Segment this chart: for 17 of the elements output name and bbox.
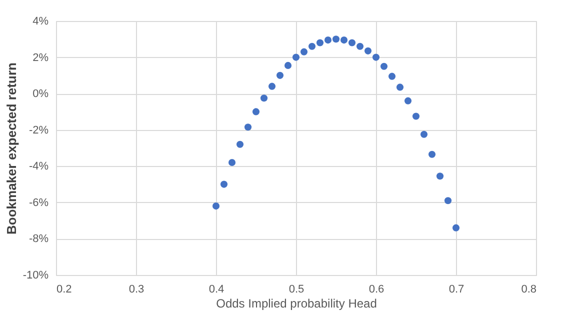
y-tick-label: -8% bbox=[28, 233, 49, 246]
y-tick-label: -4% bbox=[28, 160, 49, 173]
y-tick-label: -6% bbox=[28, 196, 49, 209]
x-axis-title: Odds Implied probability Head bbox=[216, 296, 377, 310]
x-tick-label: 0.6 bbox=[368, 284, 384, 296]
x-tick-label: 0.3 bbox=[128, 284, 144, 296]
x-tick-label: 0.8 bbox=[521, 284, 536, 296]
y-tick-label: 2% bbox=[32, 52, 49, 64]
x-tick-label: 0.4 bbox=[208, 284, 224, 296]
y-tick-label: -2% bbox=[28, 124, 49, 136]
x-tick-label: 0.2 bbox=[56, 284, 72, 296]
y-tick-label: 0% bbox=[32, 88, 49, 100]
x-tick-label: 0.5 bbox=[288, 284, 304, 296]
y-tick-label: 4% bbox=[32, 16, 49, 28]
x-tick-label: 0.7 bbox=[448, 284, 464, 296]
y-axis-title: Bookmaker expected return bbox=[4, 62, 19, 234]
y-tick-label: -10% bbox=[22, 270, 49, 282]
